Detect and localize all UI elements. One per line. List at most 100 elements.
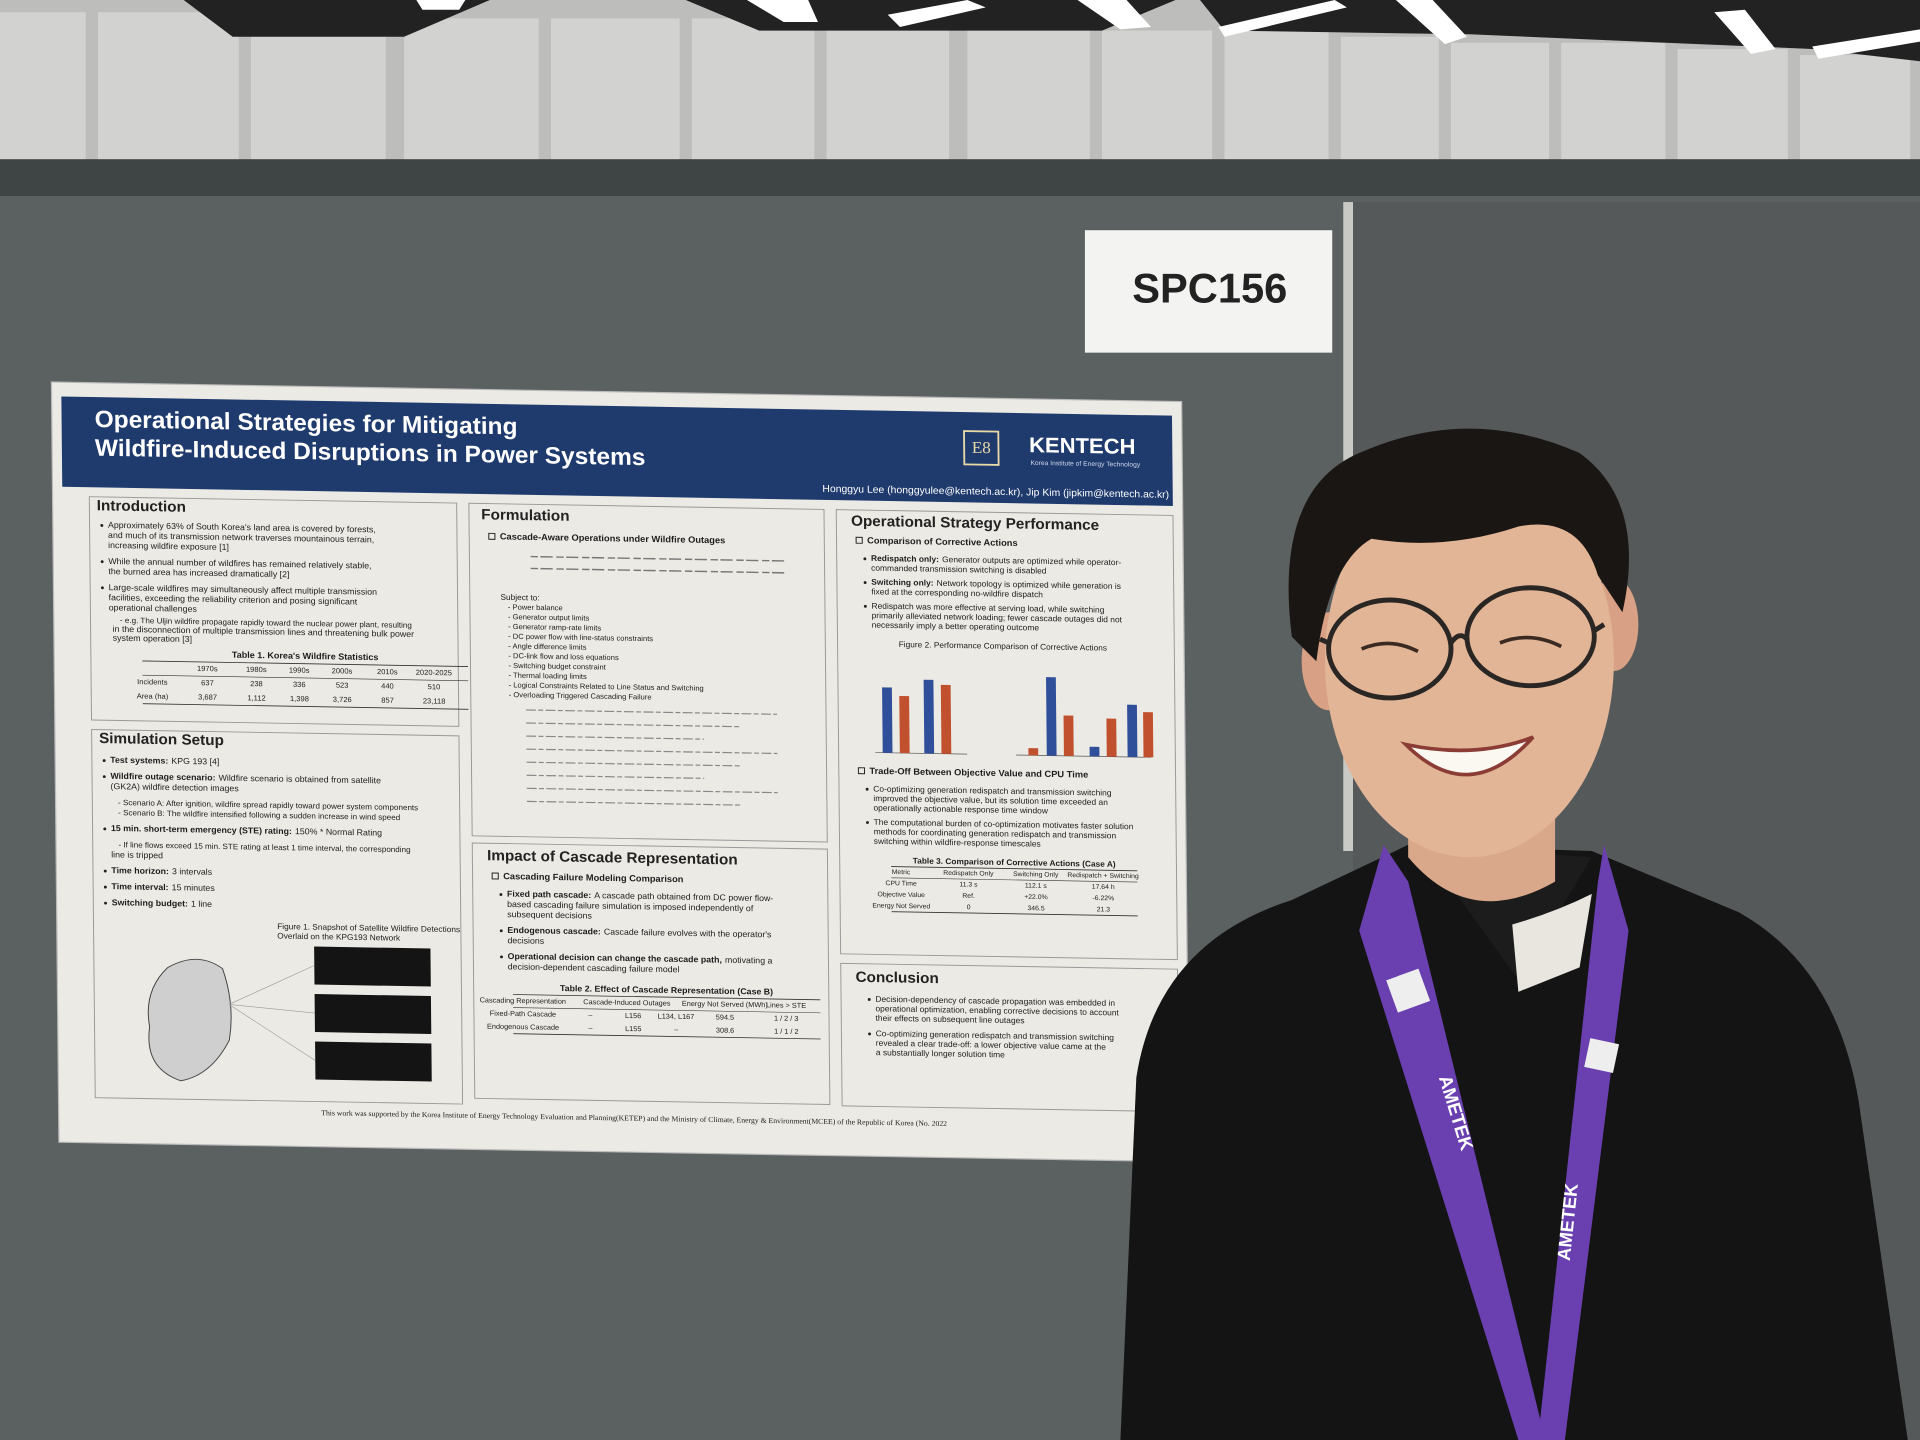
subheading: Cascade-Aware Operations under Wildfire … xyxy=(500,532,726,546)
leader-line xyxy=(228,1004,315,1014)
item-text: 3 intervals xyxy=(172,867,213,878)
body-text: decisions xyxy=(507,935,544,945)
table-cell: +22.0% xyxy=(1024,894,1048,901)
undershirt xyxy=(1512,893,1592,992)
bullet xyxy=(102,775,106,779)
body-text: necessarily imply a better operating out… xyxy=(872,620,1040,633)
body-text: Wildfire outage scenario: Wildfire scenar… xyxy=(110,771,381,786)
body-text: Overlaid on the KPG193 Network xyxy=(277,932,401,943)
table-cell: – xyxy=(588,1010,593,1019)
table-cell: – xyxy=(588,1023,593,1032)
table-caption: Table 1. Korea's Wildfire Statistics xyxy=(232,650,379,662)
table-rule xyxy=(891,877,1138,883)
section-heading: Simulation Setup xyxy=(99,730,224,749)
body-text: facilities, exceeding the reliability cr… xyxy=(109,592,358,606)
table-cell: 523 xyxy=(336,681,349,690)
table-cell: Incidents xyxy=(137,677,168,686)
table-cell: CPU Time xyxy=(886,880,918,887)
table-cell: Objective Value xyxy=(877,891,925,899)
equation xyxy=(526,761,741,767)
body-text: Redispatch only: Generator outputs are op… xyxy=(871,553,1122,567)
body-text: The computational burden of co-optimizat… xyxy=(874,817,1134,831)
table-cell: 594.5 xyxy=(716,1013,734,1022)
body-text: Endogenous cascade: Cascade failure evolv… xyxy=(507,925,772,939)
figure-bar xyxy=(1028,748,1039,756)
bullet xyxy=(499,893,503,896)
figure-bar xyxy=(1127,704,1138,758)
section-heading: Introduction xyxy=(97,497,186,515)
table-header: Cascading Representation xyxy=(480,995,566,1005)
table-cell: 1,398 xyxy=(290,694,309,703)
table-rule xyxy=(142,674,469,682)
table-cell: 336 xyxy=(293,680,306,689)
bullet xyxy=(865,787,869,791)
table-cell: 440 xyxy=(381,681,394,690)
body-text: Switching budget: 1 line xyxy=(112,898,213,910)
body-text: line is tripped xyxy=(111,850,163,861)
body-text: - Thermal loading limits xyxy=(508,671,587,681)
table-cell: 510 xyxy=(428,682,441,691)
body-text: switching within wildfire-response times… xyxy=(874,836,1041,849)
checkbox xyxy=(491,872,499,880)
equation xyxy=(526,800,742,806)
figure-bar xyxy=(1046,677,1057,756)
body-text: Subject to: xyxy=(500,593,539,603)
glasses xyxy=(1319,585,1606,701)
item-text: Cascade failure evolves with the operato… xyxy=(604,927,772,940)
shirt xyxy=(1120,844,1908,1440)
table-header: Lines > STE xyxy=(766,1000,806,1010)
bullet xyxy=(100,586,104,590)
item-label: Test systems: xyxy=(110,755,168,766)
equation xyxy=(526,787,778,794)
body-text: operationally actionable response time w… xyxy=(873,803,1049,816)
table-cell: 857 xyxy=(381,696,394,705)
body-text: Co-optimizing generation redispatch and … xyxy=(873,784,1112,798)
body-text: 15 min. short-term emergency (STE) ratin… xyxy=(111,823,382,838)
bullet xyxy=(103,885,107,889)
table-cell: Fixed-Path Cascade xyxy=(490,1009,556,1019)
figure-caption: Figure 2. Performance Comparison of Corr… xyxy=(899,640,1107,652)
table-cell: – xyxy=(674,1025,679,1034)
bullet xyxy=(104,901,108,905)
table-header: Switching Only xyxy=(1013,871,1059,879)
table-cell: 112.1 s xyxy=(1025,883,1048,890)
table-cell: 1 / 2 / 3 xyxy=(774,1014,799,1023)
item-text: 150% * Normal Rating xyxy=(295,827,382,838)
item-text: Generator outputs are optimized while op… xyxy=(942,554,1121,567)
table-rule xyxy=(142,703,469,710)
table-header: Energy Not Served (MWh) xyxy=(682,999,768,1009)
poster: Operational Strategies for MitigatingWil… xyxy=(50,381,1190,1163)
bullet xyxy=(866,821,869,824)
bullet xyxy=(863,557,867,561)
subheading: Trade-Off Between Objective Value and CP… xyxy=(869,766,1088,780)
body-text: methods for coordinating generation redi… xyxy=(874,826,1117,840)
item-label: Time interval: xyxy=(111,882,168,893)
table-cell: Endogenous Cascade xyxy=(487,1022,559,1032)
figure-bar xyxy=(1143,712,1154,758)
item-label: Switching budget: xyxy=(112,898,188,909)
table-cell: Energy Not Served xyxy=(872,903,930,911)
item-label: Endogenous cascade: xyxy=(507,925,601,936)
table-header: Redispatch + Switching xyxy=(1067,872,1139,880)
body-text: - Generator output limits xyxy=(508,612,590,622)
table-cell: 238 xyxy=(250,679,263,688)
table-cell: Area (ha) xyxy=(137,691,169,700)
item-text: 15 minutes xyxy=(172,883,216,894)
body-text: increasing wildfire exposure [1] xyxy=(108,540,229,552)
table-cell: 21.3 xyxy=(1097,906,1111,913)
map-outline xyxy=(147,958,232,1082)
body-text: - Logical Constraints Related to Line St… xyxy=(509,680,704,692)
item-label: Redispatch only: xyxy=(871,553,939,564)
subheading: Comparison of Corrective Actions xyxy=(867,536,1018,548)
bullet xyxy=(863,581,867,584)
item-label: Operational decision can change the casc… xyxy=(508,951,722,965)
hair xyxy=(1288,428,1629,662)
table-cell: 1 / 1 / 2 xyxy=(774,1027,799,1036)
body-text: Large-scale wildfires may simultaneously… xyxy=(109,582,378,596)
item-text: A cascade path obtained from DC power fl… xyxy=(594,891,773,904)
bullet xyxy=(500,955,504,959)
table-cell: 3,687 xyxy=(198,693,217,702)
satellite-image xyxy=(314,994,432,1035)
item-label: Fixed path cascade: xyxy=(507,889,591,900)
face xyxy=(1324,465,1614,858)
